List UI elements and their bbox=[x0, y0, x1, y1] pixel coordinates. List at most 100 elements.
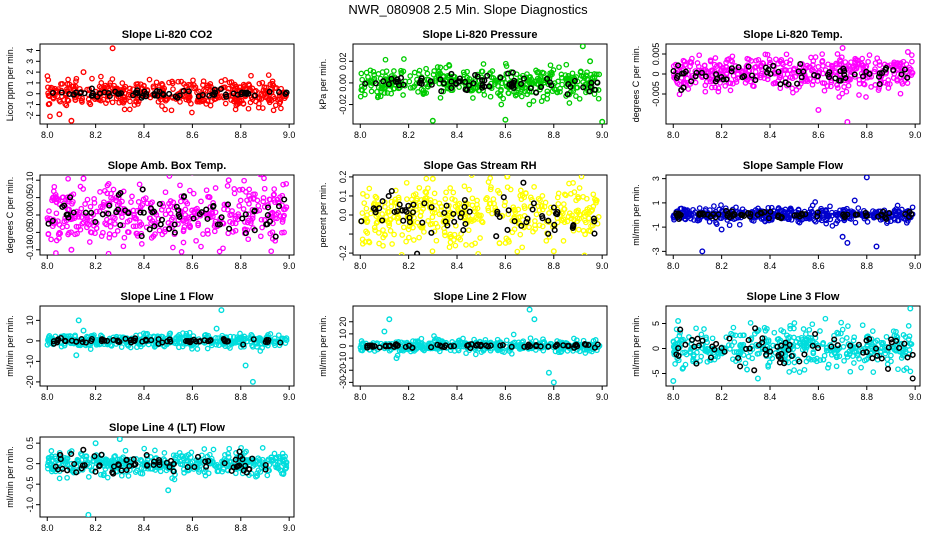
data-point bbox=[138, 241, 145, 247]
data-point bbox=[566, 100, 573, 106]
data-point bbox=[275, 332, 282, 339]
data-point bbox=[237, 84, 243, 91]
data-point bbox=[385, 343, 392, 350]
data-point bbox=[421, 229, 427, 235]
data-point bbox=[259, 79, 266, 86]
data-point bbox=[200, 82, 206, 88]
x-tick-label: 8.4 bbox=[451, 130, 464, 140]
data-point bbox=[162, 189, 169, 196]
data-point bbox=[845, 82, 852, 89]
data-point bbox=[72, 332, 78, 339]
data-point bbox=[100, 202, 107, 208]
y-axis-label: kPa per min. bbox=[318, 59, 328, 110]
data-point bbox=[377, 93, 384, 100]
data-point bbox=[878, 355, 885, 362]
data-point bbox=[831, 339, 837, 346]
data-point bbox=[908, 52, 915, 58]
data-point bbox=[836, 353, 843, 360]
data-point bbox=[66, 90, 73, 98]
y-axis-label: ml/min per min. bbox=[318, 315, 328, 377]
data-point bbox=[89, 90, 96, 97]
data-point bbox=[851, 334, 858, 341]
data-point bbox=[680, 364, 687, 371]
data-point bbox=[389, 241, 395, 247]
data-point bbox=[565, 81, 572, 88]
data-point bbox=[446, 202, 452, 209]
data-point bbox=[134, 230, 140, 237]
data-point bbox=[562, 72, 569, 78]
data-point bbox=[203, 187, 210, 194]
data-point bbox=[49, 89, 56, 96]
data-point bbox=[520, 179, 527, 186]
data-point bbox=[391, 85, 398, 92]
x-tick-label: 9.0 bbox=[596, 392, 609, 402]
data-point bbox=[863, 94, 869, 100]
panel-title: Slope Line 1 Flow bbox=[121, 291, 214, 303]
data-point bbox=[895, 366, 901, 373]
outlier-point bbox=[80, 327, 87, 334]
data-point bbox=[442, 232, 448, 239]
data-point bbox=[190, 333, 197, 339]
data-point bbox=[266, 88, 273, 95]
data-point bbox=[77, 226, 84, 233]
y-tick-label: 0.10 bbox=[25, 171, 35, 189]
data-point bbox=[811, 356, 818, 363]
data-point bbox=[121, 96, 128, 103]
data-point bbox=[804, 78, 811, 85]
data-point bbox=[257, 175, 263, 178]
data-point bbox=[419, 344, 426, 350]
data-point bbox=[742, 68, 748, 74]
data-point bbox=[50, 338, 57, 345]
data-point bbox=[585, 215, 592, 222]
data-point bbox=[87, 101, 94, 108]
data-point bbox=[729, 53, 736, 60]
data-point bbox=[808, 356, 814, 363]
data-point bbox=[698, 331, 705, 338]
data-point bbox=[98, 471, 104, 478]
y-tick-label: 10 bbox=[338, 329, 348, 339]
data-point bbox=[474, 197, 480, 204]
data-point bbox=[703, 78, 710, 85]
data-point bbox=[255, 202, 262, 209]
data-point bbox=[106, 234, 113, 241]
data-point bbox=[190, 190, 197, 197]
outlier-point bbox=[545, 369, 552, 376]
data-point bbox=[752, 77, 759, 84]
data-point bbox=[400, 92, 406, 98]
data-point bbox=[502, 60, 509, 67]
data-point bbox=[364, 344, 371, 351]
data-point bbox=[382, 204, 388, 210]
data-point bbox=[690, 351, 697, 358]
data-point bbox=[495, 90, 501, 96]
data-point bbox=[519, 72, 526, 79]
x-tick-label: 8.0 bbox=[41, 261, 54, 271]
data-point bbox=[496, 213, 503, 221]
data-point bbox=[385, 192, 392, 200]
data-point bbox=[575, 226, 582, 233]
data-point bbox=[406, 234, 412, 241]
data-point bbox=[419, 219, 426, 226]
data-point bbox=[732, 76, 739, 83]
data-point bbox=[821, 87, 828, 94]
data-point bbox=[868, 84, 874, 90]
data-point bbox=[465, 227, 472, 234]
data-point bbox=[569, 70, 576, 77]
data-point bbox=[796, 358, 803, 365]
data-point bbox=[812, 199, 819, 205]
data-point bbox=[533, 78, 539, 84]
data-point bbox=[909, 351, 916, 358]
data-point bbox=[782, 66, 789, 73]
data-point bbox=[778, 56, 785, 63]
data-point bbox=[393, 200, 400, 207]
data-point bbox=[452, 197, 458, 203]
data-point bbox=[765, 363, 772, 370]
data-point bbox=[777, 81, 784, 88]
data-point bbox=[166, 332, 173, 339]
data-point bbox=[711, 346, 718, 353]
data-point bbox=[228, 211, 235, 218]
data-point bbox=[735, 64, 742, 71]
data-point bbox=[421, 89, 428, 96]
data-point bbox=[721, 348, 728, 355]
